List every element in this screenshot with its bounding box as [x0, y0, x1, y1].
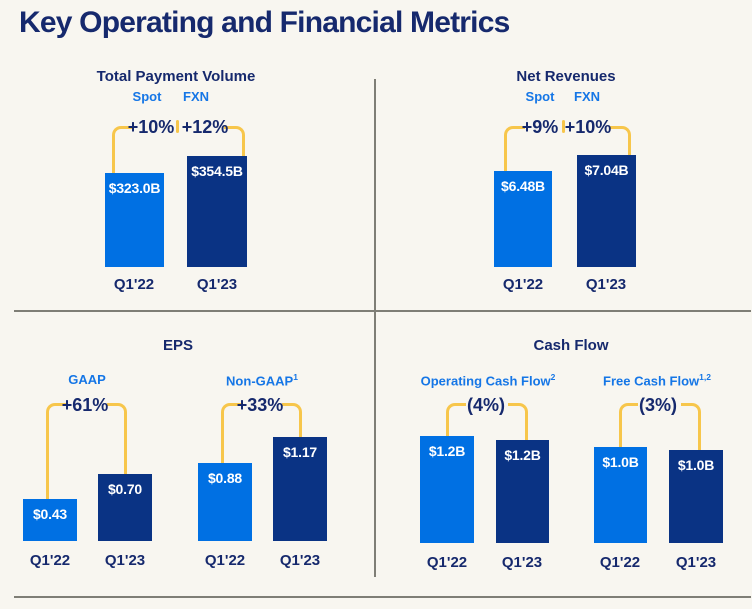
series-label-text: GAAP: [68, 372, 106, 387]
bracket-right-arm: [610, 126, 631, 158]
axis-label-q1-22: Q1'22: [599, 554, 641, 571]
change-label-spot: +10%: [127, 117, 175, 137]
bar-q1-23: $7.04B: [577, 155, 636, 267]
bar-ocf-q1-22: $1.2B: [420, 436, 474, 543]
change-divider: [176, 120, 179, 133]
bracket-left-arm: [619, 403, 638, 450]
axis-label-q1-23: Q1'23: [196, 276, 238, 293]
series-label-fxn: FXN: [183, 89, 209, 104]
chart-eps: EPS GAAP +61% $0.43 $0.70 Q1'22 Q1'23 No…: [0, 310, 376, 595]
change-label-spot: +9%: [521, 117, 559, 137]
chart-title: EPS: [162, 337, 194, 354]
series-label-text: Free Cash Flow: [603, 373, 700, 389]
axis-label-q1-23: Q1'23: [501, 554, 543, 571]
quadrant-divider-vertical: [374, 79, 376, 577]
change-label-operating-cash-flow: (4%): [466, 395, 506, 415]
axis-label-q1-23: Q1'23: [279, 552, 321, 569]
chart-cash-flow: Cash Flow Operating Cash Flow2 (4%) $1.2…: [376, 310, 752, 595]
quadrant-divider-horizontal: [14, 310, 751, 312]
bar-non-gaap-q1-22: $0.88: [198, 463, 252, 541]
chart-title: Net Revenues: [516, 68, 616, 85]
bracket-right-arm: [508, 403, 528, 443]
bar-value: $1.17: [282, 444, 318, 460]
bar-value: $354.5B: [191, 163, 243, 179]
bar-value: $1.0B: [602, 454, 639, 470]
series-label-spot: Spot: [132, 89, 162, 104]
series-label-fxn: FXN: [574, 89, 600, 104]
series-label-text: Operating Cash Flow: [420, 373, 551, 389]
bracket-left-arm: [112, 126, 133, 176]
change-label-fxn: +10%: [564, 117, 612, 137]
axis-label-q1-22: Q1'22: [113, 276, 155, 293]
change-label-non-gaap: +33%: [236, 395, 284, 415]
bar-q1-23: $354.5B: [187, 156, 247, 267]
bar-gaap-q1-23: $0.70: [98, 474, 152, 541]
bracket-left-arm: [504, 126, 525, 174]
axis-label-q1-23: Q1'23: [104, 552, 146, 569]
axis-label-q1-23: Q1'23: [675, 554, 717, 571]
chart-title: Total Payment Volume: [96, 68, 256, 85]
chart-title: Cash Flow: [533, 337, 609, 354]
bar-fcf-q1-23: $1.0B: [669, 450, 723, 543]
series-label-non-gaap: Non-GAAP1: [226, 372, 298, 388]
series-label-gaap: GAAP: [68, 372, 106, 387]
bar-value: $7.04B: [584, 162, 629, 178]
series-label-operating-cash-flow: Operating Cash Flow2: [421, 372, 556, 388]
bar-gaap-q1-22: $0.43: [23, 499, 77, 541]
bracket-right-arm: [224, 126, 245, 159]
bar-value: $1.2B: [428, 443, 466, 459]
bracket-left-arm: [221, 403, 241, 466]
bracket-left-arm: [46, 403, 66, 502]
bracket-right-arm: [107, 403, 127, 477]
chart-net-revenues: Net Revenues Spot FXN +9% +10% $6.48B $7…: [376, 58, 752, 310]
axis-label-q1-22: Q1'22: [29, 552, 71, 569]
bar-value: $1.2B: [504, 447, 541, 463]
change-divider: [562, 120, 565, 133]
series-label-spot: Spot: [525, 89, 555, 104]
bar-non-gaap-q1-23: $1.17: [273, 437, 327, 541]
change-label-fxn: +12%: [181, 117, 229, 137]
series-label-text: Non-GAAP: [226, 373, 294, 389]
bracket-right-arm: [282, 403, 302, 440]
bar-value: $0.70: [107, 481, 143, 497]
bar-fcf-q1-22: $1.0B: [594, 447, 647, 543]
change-label-gaap: +61%: [61, 395, 109, 415]
axis-label-q1-22: Q1'22: [204, 552, 246, 569]
series-label-free-cash-flow: Free Cash Flow1,2: [603, 372, 711, 388]
axis-label-q1-23: Q1'23: [585, 276, 627, 293]
change-label-free-cash-flow: (3%): [638, 395, 678, 415]
footnote-ref: 2: [550, 372, 556, 382]
bar-value: $323.0B: [108, 180, 161, 196]
bar-value: $1.0B: [677, 457, 715, 473]
bar-q1-22: $323.0B: [105, 173, 164, 267]
page-title: Key Operating and Financial Metrics: [19, 6, 510, 39]
bar-value: $6.48B: [501, 178, 545, 194]
chart-total-payment-volume: Total Payment Volume Spot FXN +10% +12% …: [0, 58, 376, 310]
footnote-ref: 1,2: [699, 372, 711, 382]
axis-label-q1-22: Q1'22: [426, 554, 468, 571]
footnote-ref: 1: [293, 372, 298, 382]
bar-value: $0.43: [32, 506, 68, 522]
bar-ocf-q1-23: $1.2B: [496, 440, 549, 543]
bar-q1-22: $6.48B: [494, 171, 552, 267]
bracket-right-arm: [681, 403, 701, 453]
axis-label-q1-22: Q1'22: [502, 276, 544, 293]
bracket-left-arm: [446, 403, 466, 439]
bar-value: $0.88: [207, 470, 243, 486]
footer-divider: [14, 596, 751, 598]
